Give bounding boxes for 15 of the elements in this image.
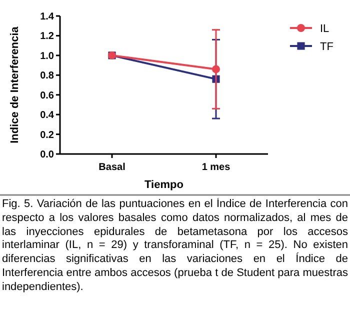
y-tick-label: 1.2 — [40, 31, 54, 42]
y-axis-title: Indice de Interferencia — [9, 26, 21, 144]
y-tick-label: 0.8 — [40, 70, 54, 82]
legend-label: TF — [320, 40, 334, 53]
x-tick-label: Basal — [98, 162, 126, 173]
x-tick-label: 1 mes — [202, 162, 231, 173]
y-tick-label: 0.6 — [40, 90, 54, 102]
y-tick-label: 0.4 — [40, 110, 54, 122]
y-tick-label: 1.0 — [40, 50, 54, 62]
y-tick-label: 0.0 — [40, 150, 54, 160]
point — [212, 65, 220, 74]
legend-label: IL — [320, 22, 330, 35]
y-tick-label: 0.2 — [40, 130, 54, 141]
x-axis-title: Tiempo — [144, 179, 184, 191]
y-tick-label: 1.4 — [40, 12, 54, 22]
